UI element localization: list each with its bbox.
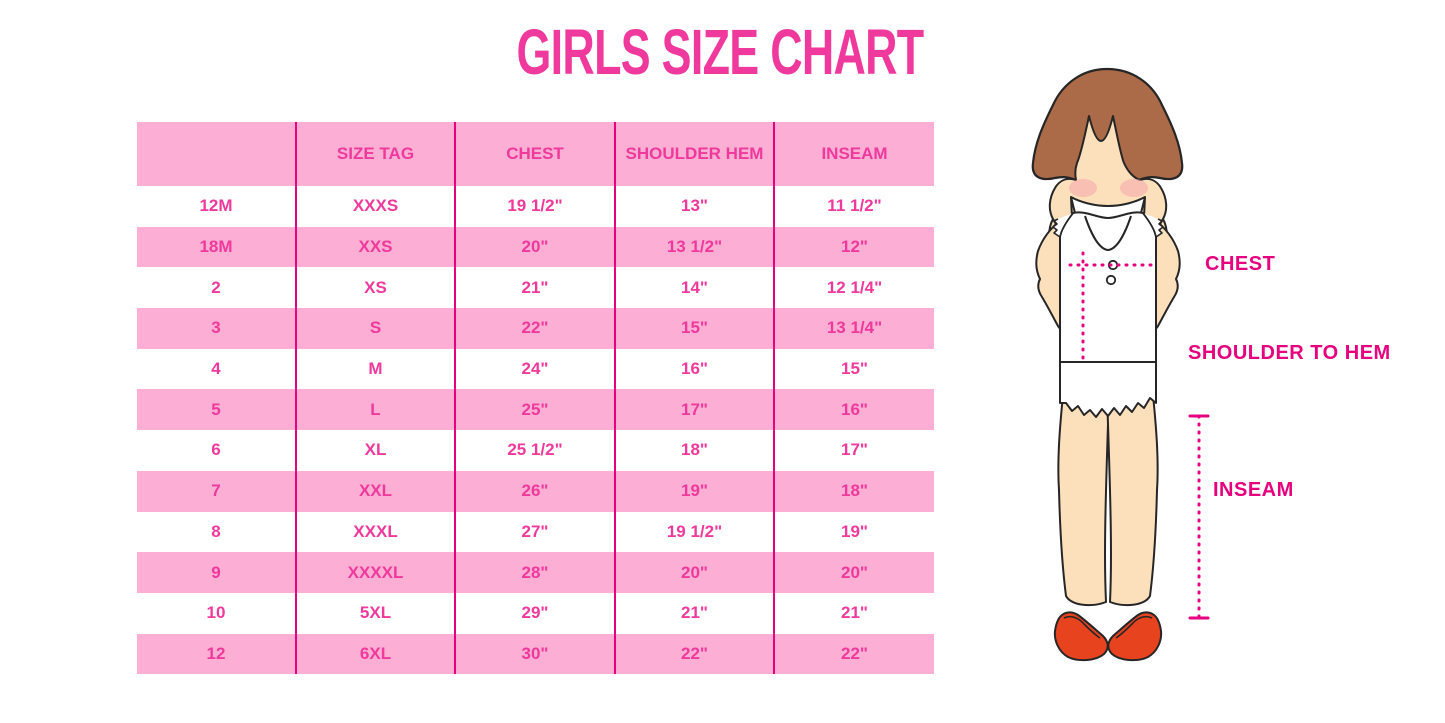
svg-text:SHOULDER TO HEM: SHOULDER TO HEM: [1188, 342, 1391, 364]
svg-text:INSEAM: INSEAM: [1213, 479, 1294, 501]
svg-text:CHEST: CHEST: [1205, 253, 1275, 275]
